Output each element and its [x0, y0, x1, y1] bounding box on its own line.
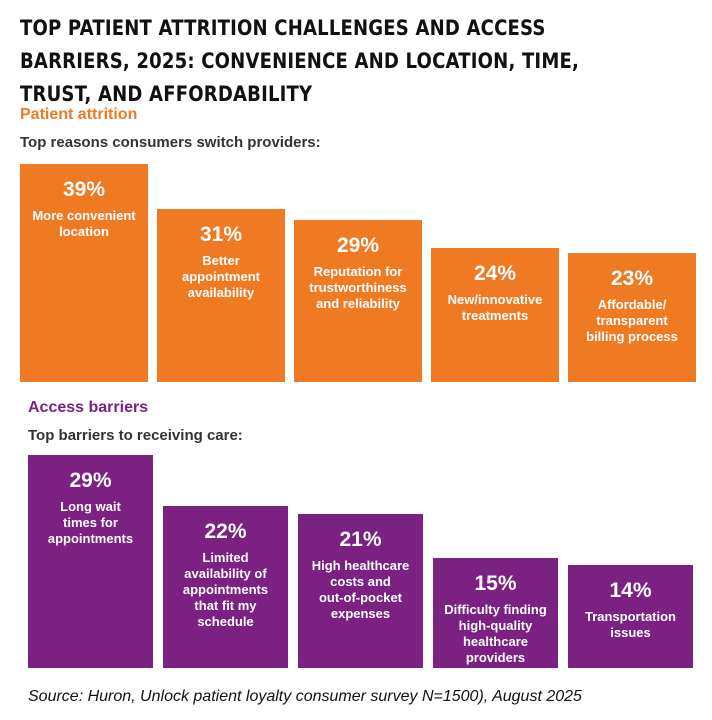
bar-1-4: 14% Transportation issues [568, 565, 693, 668]
chart-title: Top patient attrition challenges and acc… [20, 16, 580, 106]
access-subtitle: Top barriers to receiving care: [28, 427, 243, 444]
access-section-title: Access barriers [28, 399, 149, 416]
bar-0-1: 31% Better appointment availability [157, 208, 285, 382]
bar-0-3: 24% New/innovative treatments [431, 247, 559, 382]
bar-category-label: Affordable/ transparent billing process [586, 297, 678, 345]
bar-value-label: 39% [62, 178, 106, 201]
bar-0-0: 39% More convenient location [20, 164, 148, 382]
bar-category-label: Better appointment availability [182, 252, 260, 300]
bar-1-2: 21% High healthcare costs and out-of-pock… [298, 513, 423, 668]
bar-value-label: 24% [473, 261, 517, 285]
bar-1-1: 22% Limited availability of appointments … [163, 506, 288, 668]
bar-1-3: 15% Difficulty finding high-quality healt… [433, 557, 558, 668]
bar-0-2: 29% Reputation for trustworthiness and re… [294, 219, 422, 382]
bar-category-label: Reputation for trustworthiness and relia… [309, 263, 407, 311]
bar-value-label: 29% [69, 469, 112, 492]
bar-category-label: Difficulty finding high-quality healthca… [444, 601, 547, 665]
bar-value-label: 14% [609, 579, 652, 603]
attrition-subtitle: Top reasons consumers switch providers: [20, 134, 321, 151]
bar-category-label: High healthcare costs and out-of-pocket … [311, 557, 410, 621]
bar-1-0: 29% Long wait times for appointments [28, 455, 153, 668]
bar-value-label: 29% [336, 233, 380, 257]
bar-value-label: 23% [610, 267, 654, 291]
bar-value-label: 15% [474, 571, 517, 595]
bar-value-label: 22% [204, 520, 247, 544]
bar-category-label: Long wait times for appointments [47, 499, 134, 546]
bar-0-4: 23% Affordable/ transparent billing proce… [568, 253, 696, 382]
bar-value-label: 21% [339, 527, 382, 551]
bar-category-label: Transportation issues [584, 609, 676, 641]
source-note: Source: Huron, Unlock patient loyalty co… [28, 688, 582, 705]
attrition-section-title: Patient attrition [20, 106, 138, 123]
bar-category-label: Limited availability of appointments tha… [182, 550, 269, 630]
bar-value-label: 31% [199, 222, 243, 246]
bar-category-label: New/innovative treatments [447, 291, 543, 323]
bar-category-label: More convenient location [32, 208, 136, 239]
